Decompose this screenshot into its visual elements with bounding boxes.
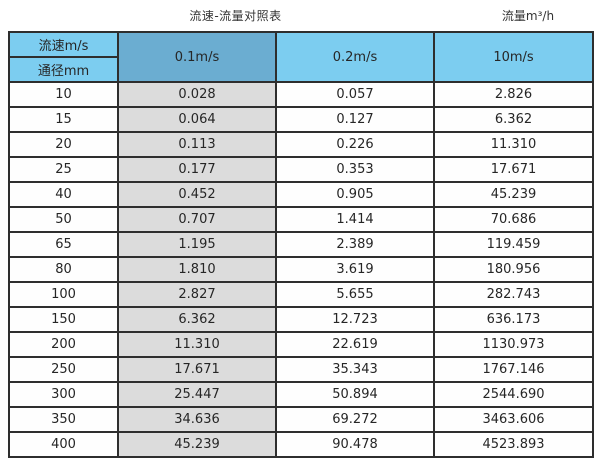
flow-value-cell: 636.173 — [433, 306, 594, 333]
flow-value-cell: 4523.893 — [433, 431, 594, 458]
diameter-cell: 100 — [8, 281, 119, 308]
table-row: 250 17.671 35.343 1767.146 — [8, 356, 594, 383]
diameter-cell: 250 — [8, 356, 119, 383]
flow-value-cell: 90.478 — [275, 431, 435, 458]
table-row: 10 0.028 0.057 2.826 — [8, 81, 594, 108]
flow-value-cell: 1.810 — [117, 256, 277, 283]
diameter-cell: 15 — [8, 106, 119, 133]
flow-value-cell: 1130.973 — [433, 331, 594, 358]
header-row-top: 流速m/s 0.1m/s 0.2m/s 10m/s — [8, 31, 594, 83]
table-row: 65 1.195 2.389 119.459 — [8, 231, 594, 258]
table-row: 400 45.239 90.478 4523.893 — [8, 431, 594, 458]
flow-value-cell: 0.353 — [275, 156, 435, 183]
flow-unit-label: 流量m³/h — [501, 9, 555, 23]
diameter-cell: 50 — [8, 206, 119, 233]
flow-value-cell: 0.707 — [117, 206, 277, 233]
diameter-cell: 25 — [8, 156, 119, 183]
column-header-0-2ms: 0.2m/s — [275, 31, 435, 83]
flow-value-cell: 0.064 — [117, 106, 277, 133]
diameter-cell: 10 — [8, 81, 119, 108]
flow-value-cell: 0.028 — [117, 81, 277, 108]
flow-value-cell: 35.343 — [275, 356, 435, 383]
flow-value-cell: 70.686 — [433, 206, 594, 233]
flow-value-cell: 45.239 — [117, 431, 277, 458]
table-row: 200 11.310 22.619 1130.973 — [8, 331, 594, 358]
table-title: 流速-流量对照表 — [189, 9, 282, 23]
flow-value-cell: 0.452 — [117, 181, 277, 208]
table-row: 300 25.447 50.894 2544.690 — [8, 381, 594, 408]
flow-value-cell: 0.057 — [275, 81, 435, 108]
header-row-bottom: 通径mm — [8, 56, 593, 83]
caption-row: 流速-流量对照表 流量m³/h — [0, 0, 600, 31]
diameter-cell: 20 — [8, 131, 119, 158]
flow-value-cell: 17.671 — [117, 356, 277, 383]
table-row: 40 0.452 0.905 45.239 — [8, 181, 594, 208]
flow-value-cell: 12.723 — [275, 306, 435, 333]
flow-value-cell: 6.362 — [433, 106, 594, 133]
diameter-cell: 150 — [8, 306, 119, 333]
corner-diameter-label: 通径mm — [8, 56, 119, 83]
flow-value-cell: 45.239 — [433, 181, 594, 208]
diameter-cell: 350 — [8, 406, 119, 433]
flow-value-cell: 69.272 — [275, 406, 435, 433]
flow-value-cell: 5.655 — [275, 281, 435, 308]
flow-value-cell: 1767.146 — [433, 356, 594, 383]
flow-value-cell: 1.414 — [275, 206, 435, 233]
table-header: 流速m/s 0.1m/s 0.2m/s 10m/s 通径mm — [8, 31, 594, 83]
flow-rate-table: 流速m/s 0.1m/s 0.2m/s 10m/s 通径mm 10 0.028 0.… — [8, 31, 594, 458]
table-row: 100 2.827 5.655 282.743 — [8, 281, 594, 308]
diameter-cell: 65 — [8, 231, 119, 258]
diameter-cell: 80 — [8, 256, 119, 283]
table-row: 25 0.177 0.353 17.671 — [8, 156, 594, 183]
flow-value-cell: 180.956 — [433, 256, 594, 283]
flow-value-cell: 0.177 — [117, 156, 277, 183]
table-row: 50 0.707 1.414 70.686 — [8, 206, 594, 233]
flow-value-cell: 2.826 — [433, 81, 594, 108]
flow-value-cell: 0.127 — [275, 106, 435, 133]
diameter-cell: 300 — [8, 381, 119, 408]
diameter-cell: 400 — [8, 431, 119, 458]
flow-value-cell: 22.619 — [275, 331, 435, 358]
flow-value-cell: 282.743 — [433, 281, 594, 308]
flow-value-cell: 6.362 — [117, 306, 277, 333]
flow-value-cell: 119.459 — [433, 231, 594, 258]
flow-value-cell: 0.113 — [117, 131, 277, 158]
flow-value-cell: 0.905 — [275, 181, 435, 208]
diameter-cell: 40 — [8, 181, 119, 208]
flow-value-cell: 17.671 — [433, 156, 594, 183]
flow-value-cell: 3463.606 — [433, 406, 594, 433]
flow-value-cell: 2.827 — [117, 281, 277, 308]
flow-value-cell: 2.389 — [275, 231, 435, 258]
flow-value-cell: 34.636 — [117, 406, 277, 433]
flow-value-cell: 1.195 — [117, 231, 277, 258]
column-header-0-1ms: 0.1m/s — [117, 31, 277, 83]
table-body: 10 0.028 0.057 2.826 15 0.064 0.127 6.362 20 0.11… — [8, 81, 594, 458]
diameter-cell: 200 — [8, 331, 119, 358]
flow-value-cell: 50.894 — [275, 381, 435, 408]
flow-value-cell: 11.310 — [117, 331, 277, 358]
flow-value-cell: 3.619 — [275, 256, 435, 283]
table-row: 350 34.636 69.272 3463.606 — [8, 406, 594, 433]
flow-value-cell: 25.447 — [117, 381, 277, 408]
flow-value-cell: 0.226 — [275, 131, 435, 158]
corner-velocity-label: 流速m/s — [8, 31, 119, 58]
flow-value-cell: 2544.690 — [433, 381, 594, 408]
table-row: 150 6.362 12.723 636.173 — [8, 306, 594, 333]
column-header-10ms: 10m/s — [433, 31, 594, 83]
table-row: 15 0.064 0.127 6.362 — [8, 106, 594, 133]
flow-value-cell: 11.310 — [433, 131, 594, 158]
table-row: 20 0.113 0.226 11.310 — [8, 131, 594, 158]
table-row: 80 1.810 3.619 180.956 — [8, 256, 594, 283]
